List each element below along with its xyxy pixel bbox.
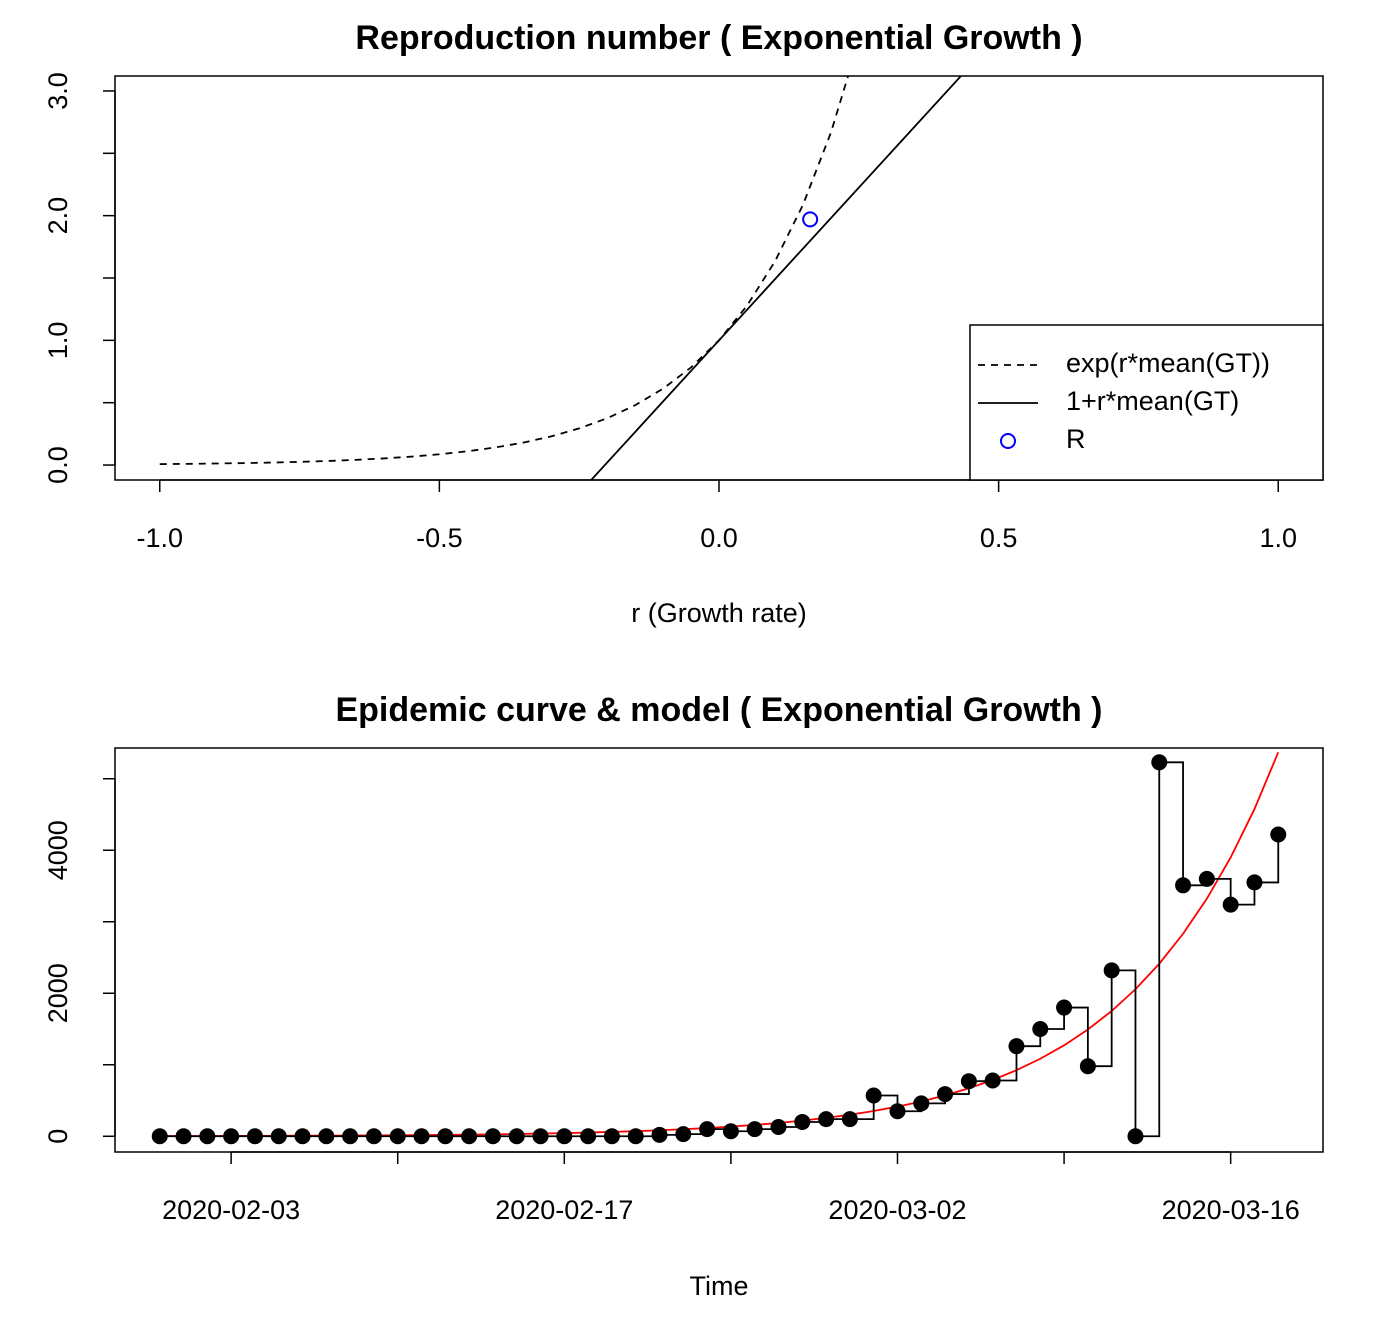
- plot-area: [151, 751, 1287, 1145]
- point: [1079, 1058, 1096, 1075]
- point: [461, 1128, 478, 1145]
- point: [984, 1072, 1001, 1089]
- plot-area: [159, 76, 963, 480]
- x-tick-label: 2020-03-16: [1162, 1195, 1300, 1225]
- chart-title: Reproduction number ( Exponential Growth…: [355, 19, 1082, 57]
- point: [746, 1121, 763, 1138]
- x-tick-label: 0.0: [700, 523, 738, 553]
- point: [699, 1121, 716, 1138]
- point: [889, 1103, 906, 1120]
- step-segment: [1135, 762, 1161, 1138]
- series-line: [159, 751, 1280, 1137]
- series-line: [589, 76, 963, 480]
- point: [1222, 896, 1239, 913]
- point: [1127, 1128, 1144, 1145]
- point: [1270, 826, 1287, 843]
- plot-frame: [114, 747, 1324, 1153]
- y-tick-label: 1.0: [43, 322, 73, 360]
- point: [437, 1128, 454, 1145]
- point: [532, 1128, 549, 1145]
- step-segment: [1111, 969, 1137, 1137]
- point: [651, 1126, 668, 1143]
- point: [342, 1128, 359, 1145]
- point: [1198, 870, 1215, 887]
- legend-label: 1+r*mean(GT): [1066, 386, 1239, 416]
- point: [484, 1128, 501, 1145]
- x-tick-label: 1.0: [1259, 523, 1297, 553]
- point: [1151, 754, 1168, 771]
- y-tick-label: 3.0: [43, 72, 73, 110]
- x-axis-label: r (Growth rate): [631, 598, 807, 628]
- point: [270, 1128, 287, 1145]
- point: [841, 1111, 858, 1128]
- point: [1032, 1021, 1049, 1038]
- point: [1103, 962, 1120, 979]
- point: [960, 1073, 977, 1090]
- point: [913, 1095, 930, 1112]
- plot-frame: [114, 75, 1324, 481]
- point: [802, 211, 819, 228]
- point: [675, 1126, 692, 1143]
- point: [556, 1128, 573, 1145]
- point: [722, 1123, 739, 1140]
- point: [294, 1128, 311, 1145]
- x-axis-label: Time: [690, 1271, 749, 1301]
- series-line: [159, 76, 850, 466]
- point: [1008, 1038, 1025, 1055]
- point: [389, 1128, 406, 1145]
- x-tick-label: 2020-03-02: [828, 1195, 966, 1225]
- point: [770, 1118, 787, 1135]
- point: [151, 1128, 168, 1145]
- y-tick-label: 2000: [43, 963, 73, 1023]
- legend-label: exp(r*mean(GT)): [1066, 348, 1270, 378]
- point: [1246, 874, 1263, 891]
- point: [865, 1087, 882, 1104]
- point: [413, 1128, 430, 1145]
- point: [1056, 999, 1073, 1016]
- x-tick-label: 2020-02-17: [495, 1195, 633, 1225]
- x-tick-label: 0.5: [980, 523, 1018, 553]
- y-tick-label: 0.0: [43, 446, 73, 484]
- point: [818, 1111, 835, 1128]
- y-tick-label: 4000: [43, 820, 73, 880]
- point: [365, 1128, 382, 1145]
- y-tick-label: 0: [43, 1129, 73, 1144]
- chart-title: Epidemic curve & model ( Exponential Gro…: [335, 691, 1102, 729]
- legend-label: R: [1066, 424, 1086, 454]
- x-tick-label: -1.0: [136, 523, 183, 553]
- step-segment: [1087, 970, 1113, 1068]
- y-tick-label: 2.0: [43, 197, 73, 235]
- point: [199, 1128, 216, 1145]
- point: [937, 1086, 954, 1103]
- point: [508, 1128, 525, 1145]
- point: [603, 1128, 620, 1145]
- x-tick-label: 2020-02-03: [162, 1195, 300, 1225]
- point: [318, 1128, 335, 1145]
- point: [1175, 877, 1192, 894]
- point: [246, 1128, 263, 1145]
- legend-symbol: [1000, 433, 1016, 449]
- step-segment: [1159, 761, 1184, 886]
- point: [627, 1128, 644, 1145]
- point: [223, 1128, 240, 1145]
- point: [580, 1128, 597, 1145]
- point: [794, 1113, 811, 1130]
- x-tick-label: -0.5: [416, 523, 463, 553]
- point: [175, 1128, 192, 1145]
- step-segment: [1254, 834, 1280, 884]
